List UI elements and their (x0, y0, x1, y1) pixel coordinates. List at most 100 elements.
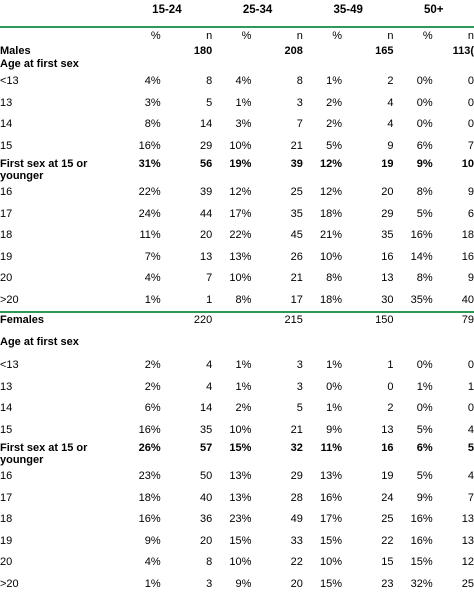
n-cell: 10 (433, 157, 474, 182)
n-cell: 20 (342, 182, 394, 204)
pct-cell: 24% (122, 204, 161, 226)
n-cell: 3 (251, 93, 303, 115)
n-cell: 13 (161, 247, 213, 269)
n-cell: 39 (161, 182, 213, 204)
pct-cell: 8% (212, 290, 251, 313)
n-cell: 8 (251, 71, 303, 93)
pct-cell: 12% (212, 182, 251, 204)
row-label: 18 (0, 509, 122, 531)
empty-cell (303, 312, 342, 332)
n-cell: 0 (433, 71, 474, 93)
row-label: 14 (0, 398, 122, 420)
n-cell: 5 (251, 398, 303, 420)
sample-count: 150 (342, 312, 394, 332)
empty-cell (122, 45, 161, 58)
n-cell: 20 (161, 531, 213, 553)
pct-cell: 19% (212, 157, 251, 182)
n-cell: 45 (251, 225, 303, 247)
pct-cell: 10% (212, 268, 251, 290)
n-cell: 49 (251, 509, 303, 531)
pct-subheader: % (212, 27, 251, 45)
males-section-row: Age at first sex (0, 58, 474, 71)
pct-cell: 12% (303, 157, 342, 182)
pct-cell: 5% (303, 136, 342, 158)
n-cell: 19 (342, 466, 394, 488)
section-label: Age at first sex (0, 58, 474, 71)
pct-cell: 15% (394, 552, 433, 574)
females-label: Females (0, 312, 122, 332)
pct-cell: 0% (394, 398, 433, 420)
pct-cell: 23% (212, 509, 251, 531)
row-label: 17 (0, 488, 122, 510)
n-cell: 21 (251, 136, 303, 158)
n-cell: 8 (161, 552, 213, 574)
males-label: Males (0, 45, 122, 58)
n-cell: 50 (161, 466, 213, 488)
n-cell: 0 (433, 398, 474, 420)
row-label: First sex at 15 or younger (0, 157, 122, 182)
pct-cell: 1% (303, 398, 342, 420)
n-cell: 7 (433, 136, 474, 158)
n-subheader: n (161, 27, 213, 45)
n-cell: 4 (161, 377, 213, 399)
pct-cell: 3% (122, 93, 161, 115)
age-group-header-row: 15-24 25-34 35-49 50+ (0, 0, 474, 27)
pct-cell: 32% (394, 574, 433, 595)
n-cell: 25 (342, 509, 394, 531)
pct-cell: 35% (394, 290, 433, 313)
n-subheader: n (433, 27, 474, 45)
pct-cell: 1% (394, 377, 433, 399)
pct-cell: 2% (303, 114, 342, 136)
pct-cell: 13% (303, 466, 342, 488)
row-label: >20 (0, 574, 122, 595)
n-cell: 29 (251, 466, 303, 488)
sample-count: 79 (433, 312, 474, 332)
pct-cell: 26% (122, 441, 161, 466)
n-cell: 20 (251, 574, 303, 595)
pct-cell: 18% (303, 204, 342, 226)
pct-cell: 2% (212, 398, 251, 420)
n-cell: 24 (342, 488, 394, 510)
n-cell: 22 (251, 552, 303, 574)
n-cell: 13 (342, 420, 394, 442)
n-cell: 21 (251, 420, 303, 442)
pct-cell: 15% (212, 441, 251, 466)
n-cell: 16 (342, 247, 394, 269)
row-label: <13 (0, 71, 122, 93)
n-cell: 56 (161, 157, 213, 182)
n-cell: 40 (433, 290, 474, 313)
row-label: 17 (0, 204, 122, 226)
pct-cell: 4% (212, 71, 251, 93)
n-cell: 7 (433, 488, 474, 510)
n-cell: 1 (342, 355, 394, 377)
pct-cell: 4% (122, 552, 161, 574)
pct-cell: 4% (122, 268, 161, 290)
pct-subheader: % (303, 27, 342, 45)
pct-cell: 5% (394, 420, 433, 442)
sample-count: 208 (251, 45, 303, 58)
n-cell: 2 (342, 71, 394, 93)
n-cell: 0 (433, 114, 474, 136)
empty-cell (394, 312, 433, 332)
n-cell: 1 (161, 290, 213, 313)
empty-cell (394, 45, 433, 58)
n-cell: 0 (433, 93, 474, 115)
empty-cell (212, 312, 251, 332)
n-cell: 0 (342, 377, 394, 399)
pct-cell: 1% (212, 93, 251, 115)
pct-cell: 9% (394, 488, 433, 510)
pct-cell: 0% (394, 71, 433, 93)
pct-cell: 0% (394, 114, 433, 136)
pct-cell: 1% (303, 71, 342, 93)
age-group-header: 35-49 (303, 0, 394, 27)
row-label: 16 (0, 182, 122, 204)
sample-count: 113( (433, 45, 474, 58)
